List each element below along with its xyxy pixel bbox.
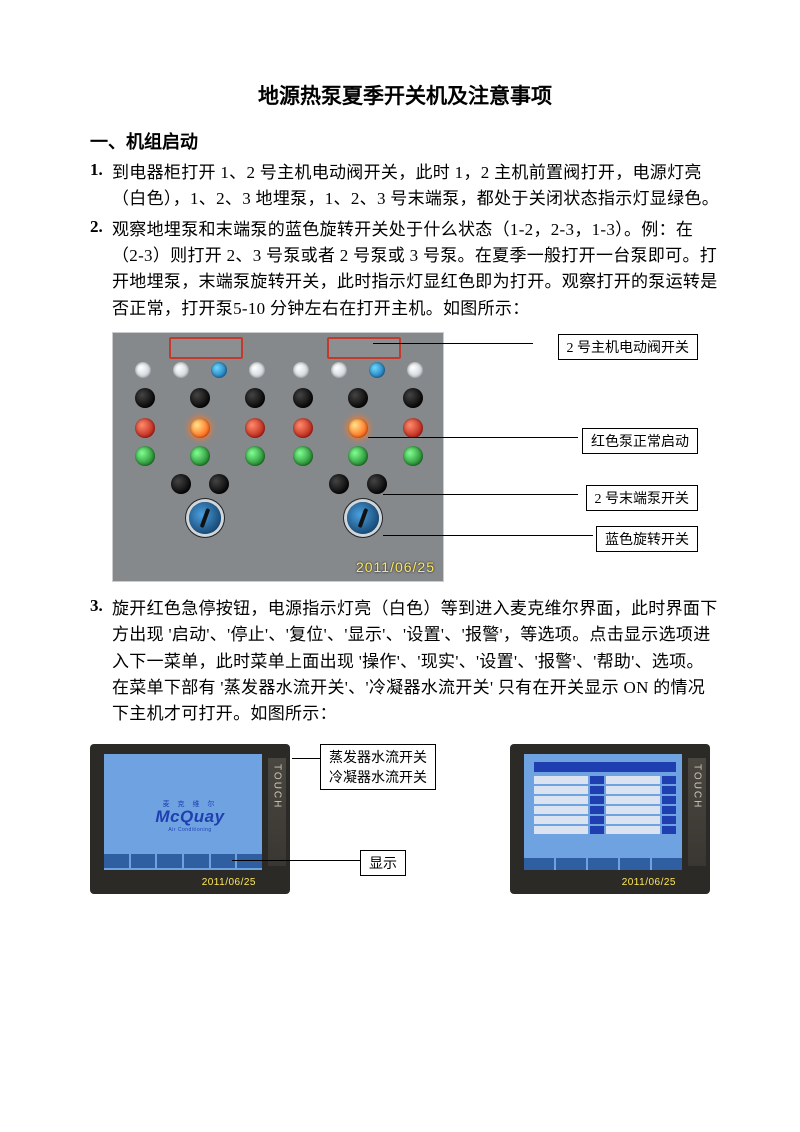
rotary-switch-icon <box>347 502 379 534</box>
callout-label: 蓝色旋转开关 <box>596 526 698 552</box>
callout-label: 显示 <box>360 850 406 876</box>
callout-label: 2 号主机电动阀开关 <box>558 334 699 360</box>
callout-label: 红色泵正常启动 <box>582 428 698 454</box>
menu-bar-icon <box>104 854 262 868</box>
ordered-list: 1. 到电器柜打开 1、2 号主机电动阀开关，此时 1，2 主机前置阀打开，电源… <box>90 160 720 322</box>
hmi-screen-right: TOUCH 2011/06/25 <box>510 744 710 894</box>
list-number: 3. <box>90 596 112 728</box>
menu-table-icon <box>534 762 676 852</box>
callout-label: 2 号末端泵开关 <box>586 485 699 511</box>
callout-column: 2 号主机电动阀开关 红色泵正常启动 2 号末端泵开关 蓝色旋转开关 <box>468 332 698 580</box>
control-panel-photo: 2011/06/25 <box>112 332 444 582</box>
mcquay-logo: 麦 克 维 尔 McQuay Air Conditioning <box>155 799 224 833</box>
list-text: 观察地埋泵和末端泵的蓝色旋转开关处于什么状态（1-2，2-3，1-3）。例：在（… <box>112 217 720 322</box>
hmi-screen-left: TOUCH 麦 克 维 尔 McQuay Air Conditioning 20… <box>90 744 290 894</box>
list-item: 2. 观察地埋泵和末端泵的蓝色旋转开关处于什么状态（1-2，2-3，1-3）。例… <box>90 217 720 322</box>
ordered-list: 3. 旋开红色急停按钮，电源指示灯亮（白色）等到进入麦克维尔界面，此时界面下方出… <box>90 596 720 728</box>
list-number: 1. <box>90 160 112 213</box>
list-text: 旋开红色急停按钮，电源指示灯亮（白色）等到进入麦克维尔界面，此时界面下方出现 '… <box>112 596 720 728</box>
callout-label: 蒸发器水流开关 冷凝器水流开关 <box>320 744 436 790</box>
list-item: 1. 到电器柜打开 1、2 号主机电动阀开关，此时 1，2 主机前置阀打开，电源… <box>90 160 720 213</box>
photo-date-stamp: 2011/06/25 <box>202 877 256 888</box>
callout-column: 蒸发器水流开关 冷凝器水流开关 显示 <box>320 744 480 894</box>
control-panel-figure: 2011/06/25 2 号主机电动阀开关 红色泵正常启动 2 号末端泵开关 蓝… <box>112 332 720 582</box>
page-title: 地源热泵夏季开关机及注意事项 <box>90 80 720 110</box>
rotary-switch-icon <box>189 502 221 534</box>
list-number: 2. <box>90 217 112 322</box>
list-item: 3. 旋开红色急停按钮，电源指示灯亮（白色）等到进入麦克维尔界面，此时界面下方出… <box>90 596 720 728</box>
document-page: 地源热泵夏季开关机及注意事项 一、机组启动 1. 到电器柜打开 1、2 号主机电… <box>0 0 800 948</box>
touch-strip: TOUCH <box>688 758 706 866</box>
menu-bar-icon <box>524 858 682 870</box>
photo-date-stamp: 2011/06/25 <box>622 877 676 888</box>
photo-date-stamp: 2011/06/25 <box>356 559 435 575</box>
touch-strip: TOUCH <box>268 758 286 866</box>
section-heading: 一、机组启动 <box>90 128 720 154</box>
list-text: 到电器柜打开 1、2 号主机电动阀开关，此时 1，2 主机前置阀打开，电源灯亮（… <box>112 160 720 213</box>
screens-figure: TOUCH 麦 克 维 尔 McQuay Air Conditioning 20… <box>90 744 720 894</box>
